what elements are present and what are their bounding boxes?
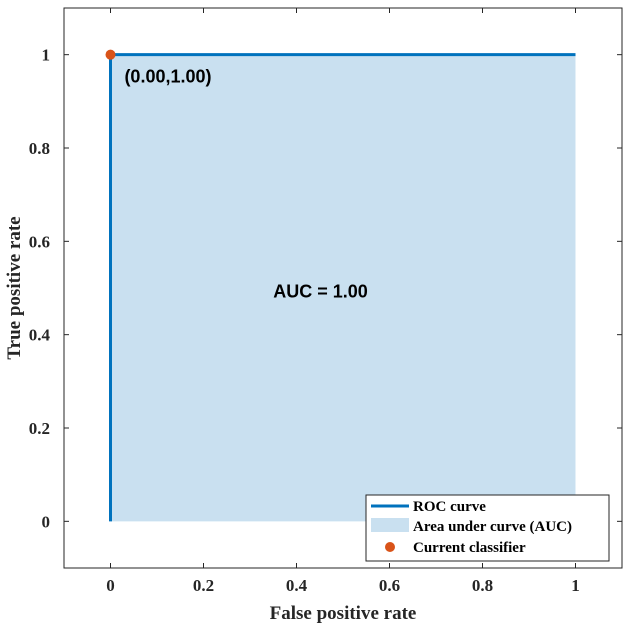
point-annotation: (0.00,1.00) (124, 67, 211, 87)
legend-auc-swatch (371, 518, 409, 532)
x-ticks: 0 0.2 0.4 0.6 0.8 1 (106, 8, 580, 595)
y-ticks: 0 0.2 0.4 0.6 0.8 1 (29, 46, 622, 531)
axes-box (63, 7, 623, 569)
y-tick-label: 1 (42, 46, 51, 65)
x-tick-label: 1 (571, 576, 580, 595)
legend-classifier-label: Current classifier (413, 540, 526, 556)
legend-roc-label: ROC curve (413, 499, 486, 515)
x-tick-label: 0.2 (193, 576, 214, 595)
legend: ROC curve Area under curve (AUC) Current… (365, 494, 610, 562)
x-tick-label: 0.4 (286, 576, 308, 595)
auc-area (110, 54, 576, 522)
auc-annotation: AUC = 1.00 (273, 281, 368, 301)
y-tick-label: 0.4 (29, 326, 51, 345)
y-tick-label: 0.6 (29, 232, 50, 251)
x-tick-label: 0.6 (379, 576, 400, 595)
current-classifier-point (105, 49, 116, 60)
y-tick-label: 0.2 (29, 419, 50, 438)
x-tick-label: 0 (106, 576, 115, 595)
x-tick-label: 0.8 (472, 576, 493, 595)
legend-auc-label: Area under curve (AUC) (413, 519, 572, 535)
legend-classifier-swatch (385, 542, 395, 552)
y-tick-label: 0.8 (29, 139, 50, 158)
x-axis-label: False positive rate (270, 603, 417, 624)
y-axis-label: True positive rate (4, 216, 25, 359)
y-tick-label: 0 (42, 512, 51, 531)
